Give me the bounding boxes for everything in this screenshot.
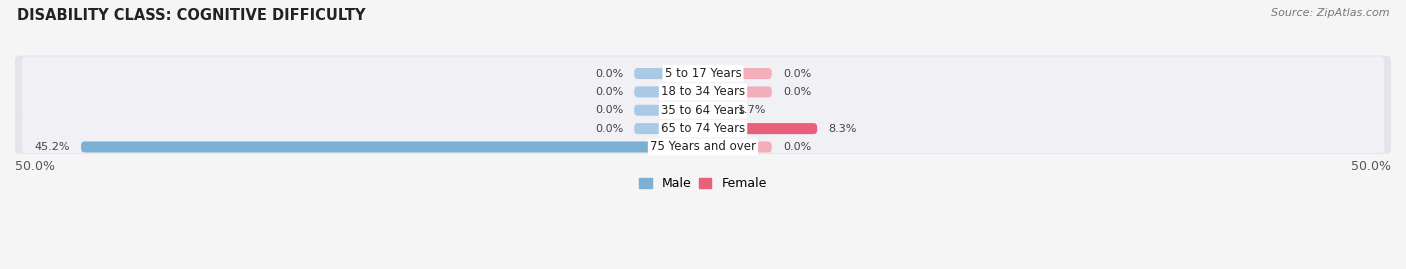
FancyBboxPatch shape <box>703 68 772 79</box>
Text: 1.7%: 1.7% <box>737 105 766 115</box>
Text: DISABILITY CLASS: COGNITIVE DIFFICULTY: DISABILITY CLASS: COGNITIVE DIFFICULTY <box>17 8 366 23</box>
Text: 0.0%: 0.0% <box>783 87 811 97</box>
Text: 35 to 64 Years: 35 to 64 Years <box>661 104 745 117</box>
FancyBboxPatch shape <box>22 56 1384 80</box>
Text: 50.0%: 50.0% <box>1351 160 1391 173</box>
FancyBboxPatch shape <box>22 112 1384 135</box>
FancyBboxPatch shape <box>15 129 1391 154</box>
Text: 75 Years and over: 75 Years and over <box>650 140 756 153</box>
FancyBboxPatch shape <box>634 86 703 97</box>
FancyBboxPatch shape <box>82 141 703 153</box>
FancyBboxPatch shape <box>634 123 703 134</box>
FancyBboxPatch shape <box>703 123 817 134</box>
FancyBboxPatch shape <box>703 141 772 153</box>
FancyBboxPatch shape <box>15 56 1391 80</box>
Text: 0.0%: 0.0% <box>595 124 623 134</box>
FancyBboxPatch shape <box>15 92 1391 117</box>
FancyBboxPatch shape <box>703 105 727 116</box>
FancyBboxPatch shape <box>22 75 1384 98</box>
Text: 0.0%: 0.0% <box>595 105 623 115</box>
FancyBboxPatch shape <box>22 130 1384 153</box>
Text: 0.0%: 0.0% <box>595 69 623 79</box>
Text: 65 to 74 Years: 65 to 74 Years <box>661 122 745 135</box>
Text: 45.2%: 45.2% <box>35 142 70 152</box>
Text: 50.0%: 50.0% <box>15 160 55 173</box>
Text: 5 to 17 Years: 5 to 17 Years <box>665 67 741 80</box>
Text: 0.0%: 0.0% <box>783 69 811 79</box>
FancyBboxPatch shape <box>15 74 1391 99</box>
FancyBboxPatch shape <box>634 68 703 79</box>
Text: 8.3%: 8.3% <box>828 124 856 134</box>
FancyBboxPatch shape <box>703 86 772 97</box>
Legend: Male, Female: Male, Female <box>634 172 772 195</box>
Text: Source: ZipAtlas.com: Source: ZipAtlas.com <box>1271 8 1389 18</box>
FancyBboxPatch shape <box>22 93 1384 116</box>
Text: 0.0%: 0.0% <box>595 87 623 97</box>
Text: 18 to 34 Years: 18 to 34 Years <box>661 85 745 98</box>
Text: 0.0%: 0.0% <box>783 142 811 152</box>
FancyBboxPatch shape <box>634 105 703 116</box>
FancyBboxPatch shape <box>15 111 1391 136</box>
